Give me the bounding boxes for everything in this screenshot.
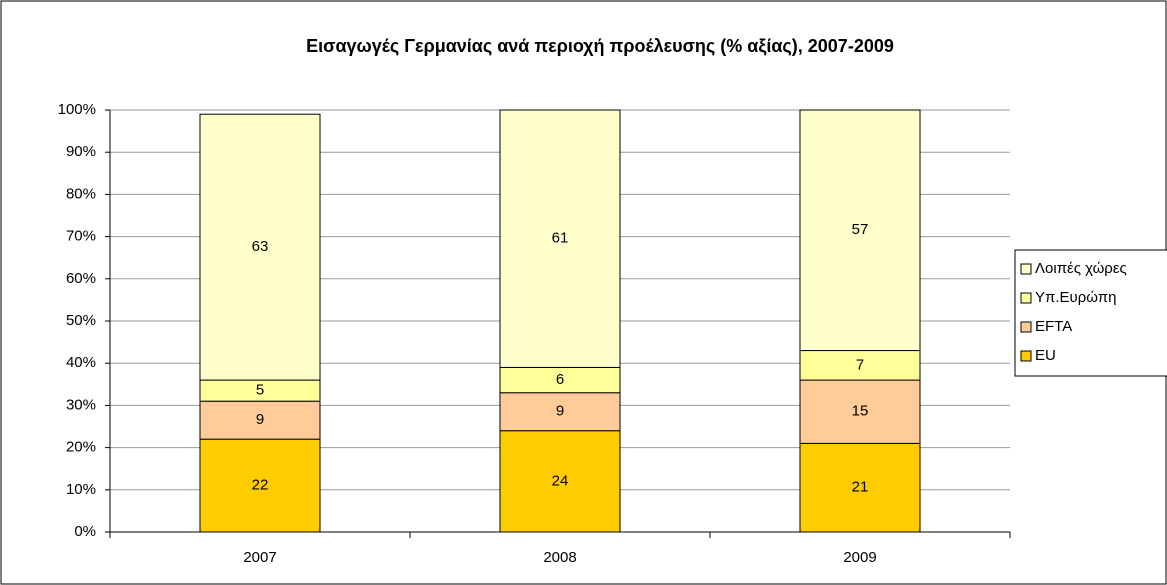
bar-segment	[799, 350, 921, 381]
y-tick-label: 30%	[66, 396, 96, 413]
y-tick-label: 60%	[66, 270, 96, 287]
legend-swatch	[1020, 321, 1032, 333]
bar-segment	[799, 109, 921, 352]
legend-label: EU	[1035, 347, 1056, 364]
data-label: 63	[252, 238, 269, 255]
y-tick-label: 80%	[66, 185, 96, 202]
bar-segment	[799, 442, 921, 533]
bar-segment	[499, 430, 621, 533]
bar-segment	[499, 392, 621, 432]
data-label: 61	[552, 230, 569, 247]
data-label: 21	[852, 479, 869, 496]
x-tick-label: 2007	[243, 549, 276, 566]
x-tick-label: 2009	[843, 549, 876, 566]
data-label: 57	[852, 221, 869, 238]
legend-swatch	[1020, 292, 1032, 304]
legend-label: EFTA	[1035, 318, 1072, 335]
data-label: 5	[256, 382, 264, 399]
bar-segment	[499, 109, 621, 368]
y-tick-label: 50%	[66, 312, 96, 329]
chart-title: Εισαγωγές Γερμανίας ανά περιοχή προέλευσ…	[306, 36, 894, 57]
data-label: 22	[252, 477, 269, 494]
data-label: 24	[552, 472, 569, 489]
legend-swatch	[1020, 263, 1032, 275]
y-tick-label: 90%	[66, 143, 96, 160]
y-tick-label: 0%	[74, 523, 96, 540]
y-tick-label: 10%	[66, 481, 96, 498]
bar-segment	[199, 400, 321, 440]
legend-label: Λοιπές χώρες	[1035, 260, 1127, 277]
data-label: 9	[556, 403, 564, 420]
bar-segment	[799, 379, 921, 444]
bar-segment	[199, 113, 321, 381]
y-tick-label: 100%	[58, 101, 96, 118]
data-label: 7	[856, 356, 864, 373]
y-tick-label: 70%	[66, 228, 96, 245]
y-tick-label: 40%	[66, 354, 96, 371]
legend-swatch	[1020, 350, 1032, 362]
bar-segment	[499, 366, 621, 394]
data-label: 15	[852, 403, 869, 420]
y-tick-label: 20%	[66, 439, 96, 456]
bar-segment	[199, 438, 321, 533]
data-label: 9	[256, 411, 264, 428]
legend-box	[1014, 249, 1167, 377]
x-tick-label: 2008	[543, 549, 576, 566]
legend-label: Υπ.Ευρώπη	[1035, 289, 1116, 306]
data-label: 6	[556, 371, 564, 388]
